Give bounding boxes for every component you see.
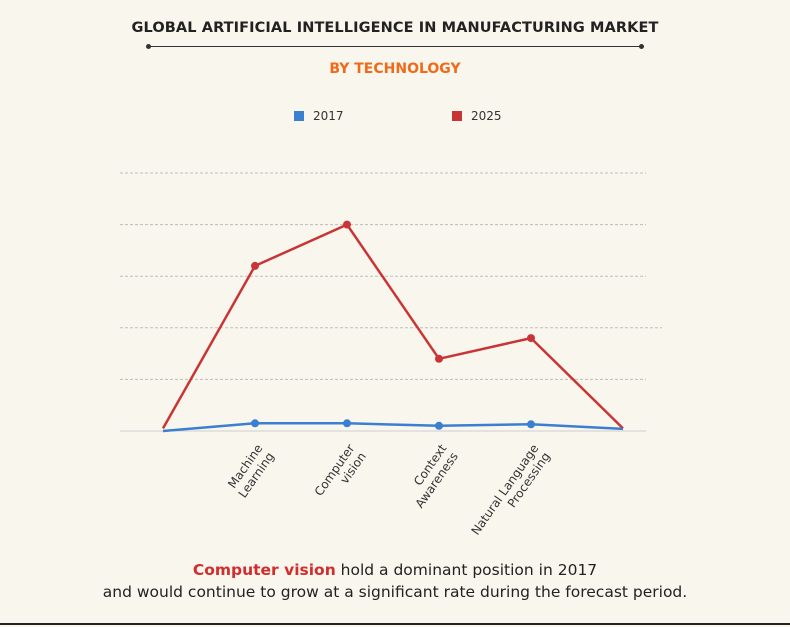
caption-line-1: Computer vision hold a dominant position… (0, 561, 790, 579)
data-point-2025 (435, 354, 443, 363)
legend-swatch-2017 (294, 111, 304, 121)
data-point-2025 (527, 334, 535, 343)
data-point-2017 (251, 419, 259, 428)
data-point-2017 (343, 419, 351, 428)
caption-line-2: and would continue to grow at a signific… (102, 583, 688, 601)
legend-label-2025: 2025 (471, 109, 502, 123)
legend-label-2017: 2017 (313, 109, 344, 123)
caption-line-1-text: hold a dominant position in 2017 (335, 561, 598, 579)
legend-item-2017: 2017 (294, 109, 344, 123)
caption-highlight: Computer vision (192, 561, 336, 579)
title-divider (146, 44, 644, 49)
chart-title: GLOBAL ARTIFICIAL INTELLIGENCE IN MANUFA… (131, 20, 659, 36)
chart-subtitle: BY TECHNOLOGY (329, 61, 461, 77)
x-tick-label: Natural LanguageProcessing (468, 442, 552, 546)
series-line-2017 (162, 422, 624, 433)
data-point-2017 (527, 420, 535, 429)
legend-swatch-2025 (452, 111, 462, 121)
bottom-divider (0, 623, 790, 625)
series-line-2025 (161, 223, 624, 430)
x-tick-label: Computervision (312, 442, 369, 507)
legend-item-2025: 2025 (452, 109, 502, 123)
data-point-2017 (435, 421, 443, 430)
legend: 2017 2025 (0, 109, 790, 125)
x-tick-label: ContextAwareness (401, 441, 461, 510)
data-point-2025 (343, 220, 351, 229)
data-point-2025 (251, 261, 259, 270)
x-tick-label: MachineLearning (224, 442, 277, 501)
